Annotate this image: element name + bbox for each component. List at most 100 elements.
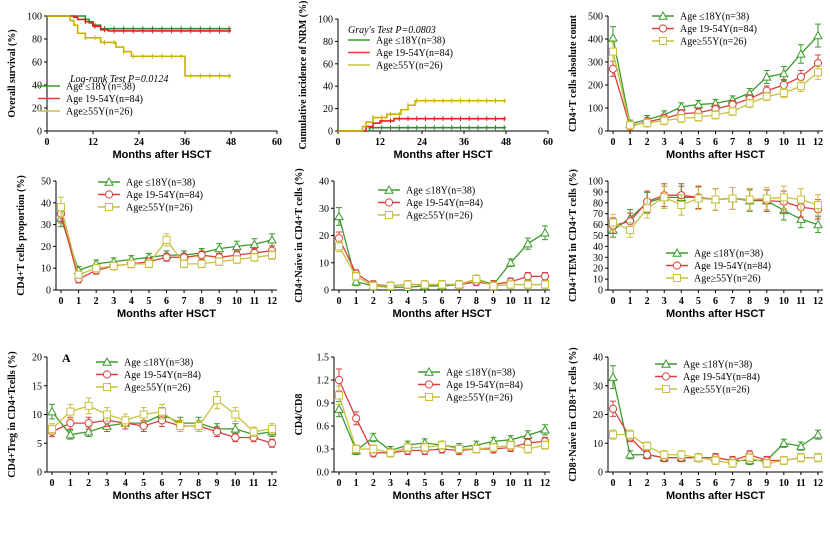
legend-label: Age ≤18Y(n=38) <box>406 186 475 197</box>
x-tick-label: 7 <box>730 296 735 307</box>
legend-label: Age ≤18Y(n=38) <box>376 36 445 47</box>
legend-label: Age 19-54Y(n=84) <box>376 48 453 59</box>
data-point <box>66 407 75 416</box>
data-point <box>796 453 805 462</box>
data-point <box>778 68 789 78</box>
data-point <box>677 200 686 209</box>
data-point <box>540 272 550 281</box>
series-2 <box>609 41 822 130</box>
y-tick-label: 30 <box>593 253 603 264</box>
data-point <box>214 243 225 253</box>
x-axis-label: Months after HSCT <box>113 149 212 161</box>
x-tick-label: 5 <box>696 296 701 307</box>
x-tick-label: 11 <box>796 137 805 148</box>
data-point <box>197 251 206 260</box>
y-tick-label: 20 <box>41 242 51 253</box>
y-tick-label: 200 <box>588 81 603 92</box>
x-tick-label: 1 <box>628 137 633 148</box>
x-tick-label: 10 <box>779 478 789 489</box>
data-point <box>74 270 83 279</box>
x-tick-label: 2 <box>371 478 376 489</box>
x-tick-label: 8 <box>474 296 479 307</box>
x-tick-label: 1 <box>354 478 359 489</box>
legend-marker <box>662 385 670 393</box>
series-2 <box>335 385 549 458</box>
y-tick-label: 30 <box>41 220 51 231</box>
annotation: Log-rank Test P=0.0124 <box>69 74 168 85</box>
series-line <box>47 15 231 30</box>
y-axis-label: CD4+Naive in CD4+T cells (%) <box>294 168 305 303</box>
x-axis-label: Months after HSCT <box>117 308 216 320</box>
x-tick-label: 9 <box>217 296 222 307</box>
data-point <box>626 121 635 130</box>
legend-label: Age ≤18Y(n=38) <box>66 82 135 93</box>
data-point <box>608 32 618 42</box>
legend-marker <box>102 370 112 379</box>
data-point <box>541 280 549 289</box>
legend-label: Age≥55Y(n=26) <box>680 37 747 48</box>
x-axis-label: Months after HSCT <box>394 149 493 161</box>
legend: Age ≤18Y(n=38)Age 19-54Y(n=84) Age≥55Y(n=… <box>418 366 523 404</box>
data-point <box>660 450 669 459</box>
data-point <box>745 99 754 108</box>
legend-marker <box>672 261 682 270</box>
x-tick-label: 3 <box>111 296 116 307</box>
data-point <box>608 64 618 74</box>
legend-marker <box>673 274 681 282</box>
data-point <box>194 422 203 430</box>
data-point <box>609 218 617 227</box>
legend-marker <box>104 176 114 186</box>
x-tick-label: 6 <box>440 296 445 307</box>
data-point <box>403 443 412 452</box>
data-point <box>66 419 75 428</box>
chart-nrm: 0 20 40 60 80 100 0 12 24 36 48 60 Months after HSCT… <box>298 1 553 161</box>
data-point <box>472 275 481 284</box>
panel-label: A <box>62 351 71 365</box>
data-point <box>144 259 153 268</box>
legend-marker <box>661 372 671 381</box>
legend: Age ≤18Y(n=38)Age 19-54Y(n=84) Age≥55Y(n=… <box>652 10 757 48</box>
y-tick-label: 40 <box>41 198 51 209</box>
data-point <box>231 433 240 442</box>
y-axis-label: CD4+Treg in CD4+Tcells (%) <box>7 351 18 477</box>
y-tick-label: 0 <box>324 286 329 297</box>
data-point <box>351 276 362 286</box>
data-point <box>522 238 533 248</box>
legend-label: Age 19-54Y(n=84) <box>126 190 203 201</box>
x-tick-label: 9 <box>491 296 496 307</box>
data-point <box>65 429 76 439</box>
data-point <box>779 193 788 202</box>
x-tick-label: 12 <box>267 478 277 489</box>
y-tick-label: 20 <box>32 104 42 115</box>
x-tick-label: 2 <box>86 478 91 489</box>
data-point <box>162 253 171 262</box>
data-point <box>162 235 171 244</box>
legend: Age ≤18Y(n=38)Age 19-54Y(n=84) Age≥55Y(n=… <box>666 247 771 285</box>
x-tick-label: 12 <box>267 296 277 307</box>
data-point <box>796 441 806 450</box>
y-axis-label: CD4+T cells proportion (%) <box>16 175 27 296</box>
x-tick-label: 2 <box>645 137 650 148</box>
legend-label: Age≥55Y(n=26) <box>683 385 750 396</box>
data-point <box>728 107 737 116</box>
y-tick-label: 300 <box>588 58 603 69</box>
y-tick-label: 40 <box>593 242 603 253</box>
x-tick-label: 3 <box>662 478 667 489</box>
data-point <box>139 421 148 431</box>
x-tick-label: 11 <box>523 478 532 489</box>
x-tick-label: 5 <box>422 478 427 489</box>
y-tick-label: 1.2 <box>317 376 330 387</box>
x-tick-label: 12 <box>375 137 385 148</box>
legend-label: Age≥55Y(n=26) <box>446 393 513 404</box>
x-tick-label: 5 <box>696 478 701 489</box>
x-tick-label: 11 <box>249 478 258 489</box>
data-point <box>215 257 224 266</box>
data-point <box>369 281 378 290</box>
x-tick-label: 2 <box>371 296 376 307</box>
legend-label: Age≥55Y(n=26) <box>376 61 443 72</box>
x-tick-label: 3 <box>662 296 667 307</box>
